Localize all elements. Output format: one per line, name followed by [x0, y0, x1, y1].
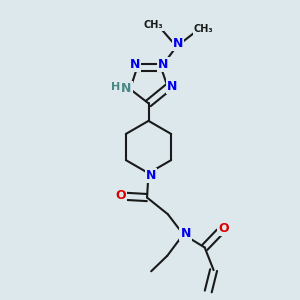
- Text: CH₃: CH₃: [143, 20, 163, 30]
- Text: N: N: [121, 82, 132, 95]
- Text: N: N: [167, 80, 177, 94]
- Text: N: N: [158, 58, 169, 71]
- Text: N: N: [130, 58, 140, 71]
- Text: N: N: [173, 37, 183, 50]
- Text: H: H: [111, 82, 120, 92]
- Text: O: O: [116, 189, 126, 202]
- Text: CH₃: CH₃: [194, 24, 214, 34]
- Text: N: N: [181, 227, 191, 240]
- Text: O: O: [218, 222, 229, 235]
- Text: N: N: [146, 169, 156, 182]
